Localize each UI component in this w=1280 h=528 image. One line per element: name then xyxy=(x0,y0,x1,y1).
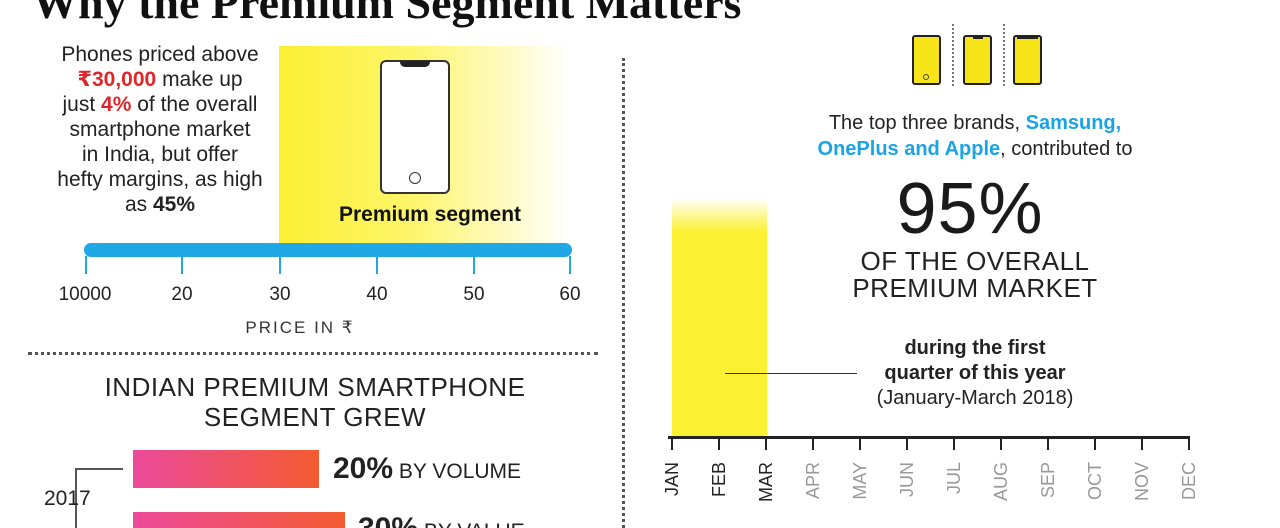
brand-name: OnePlus and Apple xyxy=(817,138,1001,160)
month-tick xyxy=(1047,436,1049,450)
price-tick xyxy=(376,256,378,274)
price-tick-label: 50 xyxy=(463,284,485,305)
brands-text: The top three brands, Samsung, OnePlus a… xyxy=(740,110,1210,162)
price-tick-label: 60 xyxy=(559,284,581,305)
month-label: JUL xyxy=(944,462,964,495)
price-tick xyxy=(181,256,183,274)
month-tick xyxy=(718,436,720,450)
month-label: NOV xyxy=(1132,462,1152,502)
price-axis-label: PRICE IN ₹ xyxy=(245,318,355,337)
page-title: Why the Premium Segment Matters xyxy=(32,0,742,28)
quarter-note-line: (January-March 2018) xyxy=(876,387,1074,409)
price-tick-label: 30 xyxy=(269,284,291,305)
month-tick xyxy=(859,436,861,450)
month-label: MAR xyxy=(756,462,776,502)
phone-separator xyxy=(1003,24,1005,86)
month-tick xyxy=(812,436,814,450)
price-tick xyxy=(279,256,281,274)
intro-line: in India, but offer xyxy=(81,143,239,166)
month-tick xyxy=(1141,436,1143,450)
smartphone-icon-small xyxy=(1013,35,1042,85)
year-bracket xyxy=(75,468,123,470)
phone-notch xyxy=(400,61,430,67)
price-tick xyxy=(569,256,571,274)
month-label: JUN xyxy=(897,462,917,497)
market-share: 4% xyxy=(101,93,132,116)
premium-segment-label: Premium segment xyxy=(338,203,522,226)
horizontal-divider xyxy=(28,352,598,355)
intro-line: make up xyxy=(162,68,243,91)
timeline-axis xyxy=(668,436,1190,439)
intro-line: of the overall xyxy=(137,93,258,116)
q1-highlight xyxy=(672,198,767,438)
month-label: SEP xyxy=(1038,462,1058,499)
volume-growth-pct: 20% xyxy=(333,452,394,485)
month-tick xyxy=(953,436,955,450)
intro-line: smartphone market xyxy=(69,118,251,141)
market-caption: OF THE OVERALL PREMIUM MARKET xyxy=(800,248,1150,302)
growth-title: INDIAN PREMIUM SMARTPHONE SEGMENT GREW xyxy=(60,372,570,432)
market-share-big: 95% xyxy=(896,169,1044,249)
intro-line: as xyxy=(124,193,148,216)
market-caption-line: PREMIUM MARKET xyxy=(852,273,1098,303)
phone-notch xyxy=(973,36,983,39)
value-growth-label: 30% BY VALUE xyxy=(358,512,525,528)
month-label: APR xyxy=(803,462,823,500)
smartphone-icon-small xyxy=(912,35,941,85)
intro-text: Phones priced above ₹30,000 make up just… xyxy=(20,42,300,217)
brand-name: Samsung, xyxy=(1025,112,1122,134)
home-button xyxy=(409,172,421,184)
quarter-note-line: during the first xyxy=(904,337,1046,359)
vertical-divider xyxy=(622,58,625,528)
volume-growth-text: BY VOLUME xyxy=(398,460,522,483)
price-tick-label: 20 xyxy=(171,284,193,305)
quarter-note-line: quarter of this year xyxy=(884,362,1066,384)
phone-notch xyxy=(1017,36,1038,39)
phone-separator xyxy=(952,24,954,86)
smartphone-icon-small xyxy=(963,35,992,85)
month-tick xyxy=(906,436,908,450)
quarter-note: during the first quarter of this year (J… xyxy=(800,336,1150,411)
growth-title-line: SEGMENT GREW xyxy=(203,402,427,432)
home-button xyxy=(923,74,929,80)
price-bar xyxy=(84,243,572,257)
market-caption-line: OF THE OVERALL xyxy=(860,246,1090,276)
month-tick xyxy=(671,436,673,450)
brands-line: The top three brands, xyxy=(828,112,1021,134)
volume-growth-bar xyxy=(133,450,319,488)
price-threshold: ₹30,000 xyxy=(77,68,157,91)
pointer-line xyxy=(725,373,857,374)
price-tick-label: 10000 xyxy=(58,284,112,305)
month-tick xyxy=(1000,436,1002,450)
intro-line: hefty margins, as high xyxy=(57,168,263,191)
growth-title-line: INDIAN PREMIUM SMARTPHONE xyxy=(104,372,526,402)
margin-value: 45% xyxy=(153,193,196,216)
smartphone-icon xyxy=(380,60,450,194)
intro-line: just xyxy=(62,93,96,116)
volume-growth-label: 20% BY VOLUME xyxy=(333,452,521,486)
month-label: FEB xyxy=(709,462,729,498)
month-tick xyxy=(765,436,767,450)
month-label: DEC xyxy=(1179,462,1199,501)
brands-line: , contributed to xyxy=(1000,138,1133,160)
month-label: JAN xyxy=(662,462,682,497)
value-growth-text: BY VALUE xyxy=(424,520,525,528)
year-bracket xyxy=(75,468,77,528)
month-tick xyxy=(1094,436,1096,450)
month-tick xyxy=(1188,436,1190,450)
price-tick-label: 40 xyxy=(366,284,388,305)
intro-line: Phones priced above xyxy=(61,43,259,66)
month-label: AUG xyxy=(991,462,1011,502)
value-growth-bar xyxy=(133,512,345,528)
price-tick xyxy=(85,256,87,274)
price-tick xyxy=(473,256,475,274)
month-label: OCT xyxy=(1085,462,1105,500)
month-label: MAY xyxy=(850,462,870,500)
value-growth-pct: 30% xyxy=(358,512,418,528)
year-label: 2017 xyxy=(44,487,91,510)
